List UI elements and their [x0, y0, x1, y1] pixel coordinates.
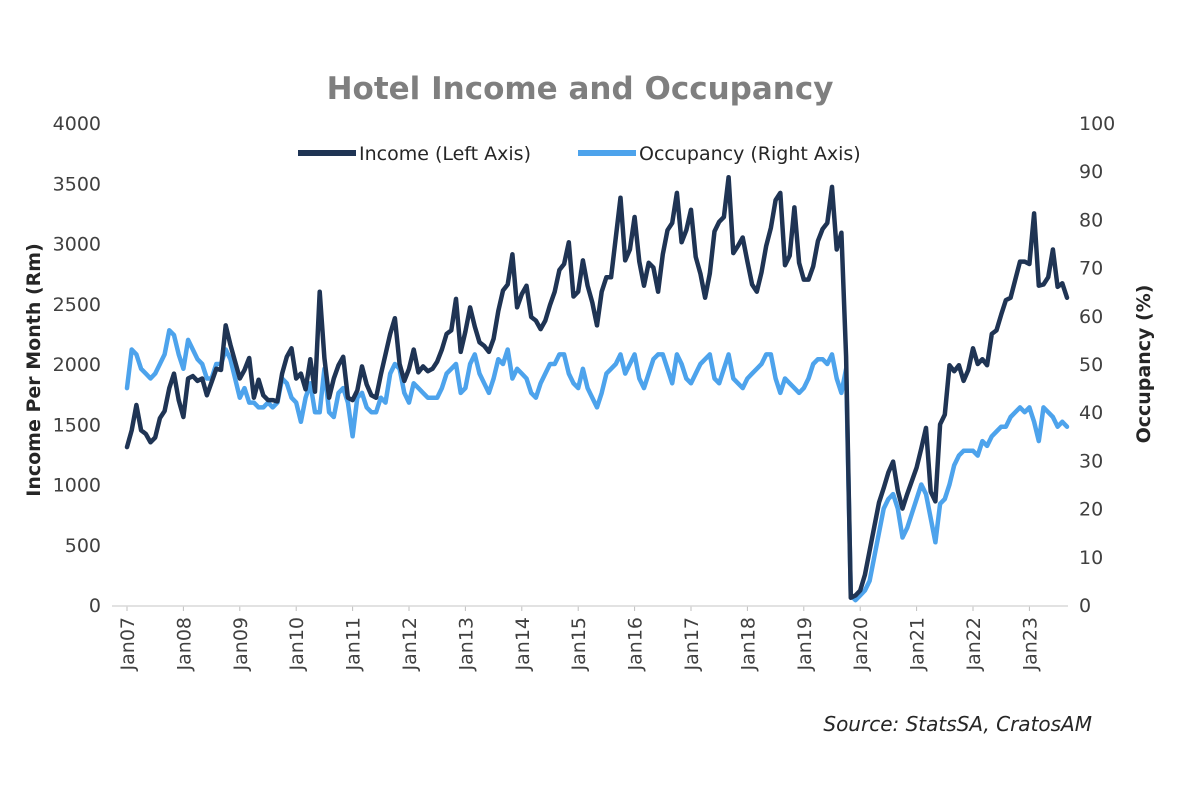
- left-tick-label: 500: [65, 535, 101, 557]
- left-tick-label: 3000: [53, 234, 101, 256]
- right-axis-ticks: 0 10 20 30 40 50 60 70 80 90 100: [1079, 113, 1115, 617]
- x-tick-label: Jan23: [1019, 617, 1041, 671]
- legend-label-income: Income (Left Axis): [359, 143, 531, 165]
- x-tick-label: Jan18: [737, 617, 759, 671]
- left-tick-label: 1500: [53, 414, 101, 436]
- right-tick-label: 30: [1079, 450, 1103, 472]
- right-tick-label: 80: [1079, 209, 1103, 231]
- left-tick-label: 3500: [53, 173, 101, 195]
- left-axis-ticks: 0 500 1000 1500 2000 2500 3000 3500 4000: [53, 113, 101, 617]
- legend: Income (Left Axis) Occupancy (Right Axis…: [298, 143, 861, 165]
- series-layer: [124, 174, 1070, 603]
- x-tick-label: Jan11: [343, 617, 365, 671]
- legend-label-occupancy: Occupancy (Right Axis): [639, 143, 861, 165]
- right-tick-label: 60: [1079, 306, 1103, 328]
- left-tick-label: 1000: [53, 475, 101, 497]
- x-tick-label: Jan19: [794, 617, 816, 671]
- source-note: Source: StatsSA, CratosAM: [823, 712, 1092, 736]
- chart-title: Hotel Income and Occupancy: [327, 71, 834, 107]
- right-tick-label: 100: [1079, 113, 1115, 135]
- right-tick-label: 90: [1079, 161, 1103, 183]
- right-tick-label: 50: [1079, 354, 1103, 376]
- x-tick-label: Jan09: [230, 617, 252, 671]
- x-tick-label: Jan17: [681, 617, 703, 671]
- x-axis-ticks: Jan07 Jan08 Jan09 Jan10 Jan11 Jan12 Jan13 Jan14…: [117, 606, 1041, 671]
- x-tick-label: Jan21: [907, 617, 929, 671]
- x-tick-label: Jan22: [963, 617, 985, 671]
- left-tick-label: 2500: [53, 294, 101, 316]
- occupancy-series-line: [124, 328, 1070, 603]
- x-tick-label: Jan07: [117, 617, 139, 671]
- x-tick-label: Jan16: [625, 617, 647, 671]
- x-tick-label: Jan08: [173, 617, 195, 671]
- right-tick-label: 40: [1079, 402, 1103, 424]
- x-tick-label: Jan20: [850, 617, 872, 671]
- x-tick-label: Jan12: [399, 617, 421, 671]
- left-axis-title: Income Per Month (Rm): [23, 243, 45, 497]
- right-tick-label: 0: [1079, 595, 1091, 617]
- right-tick-label: 10: [1079, 547, 1103, 569]
- income-series-line: [124, 174, 1070, 601]
- x-tick-label: Jan13: [455, 617, 477, 671]
- right-tick-label: 70: [1079, 258, 1103, 280]
- left-tick-label: 0: [89, 595, 101, 617]
- left-tick-label: 2000: [53, 354, 101, 376]
- right-axis-title: Occupancy (%): [1133, 285, 1155, 444]
- left-tick-label: 4000: [53, 113, 101, 135]
- x-tick-label: Jan15: [568, 617, 590, 671]
- x-tick-label: Jan10: [286, 617, 308, 671]
- right-tick-label: 20: [1079, 499, 1103, 521]
- x-tick-label: Jan14: [512, 617, 534, 671]
